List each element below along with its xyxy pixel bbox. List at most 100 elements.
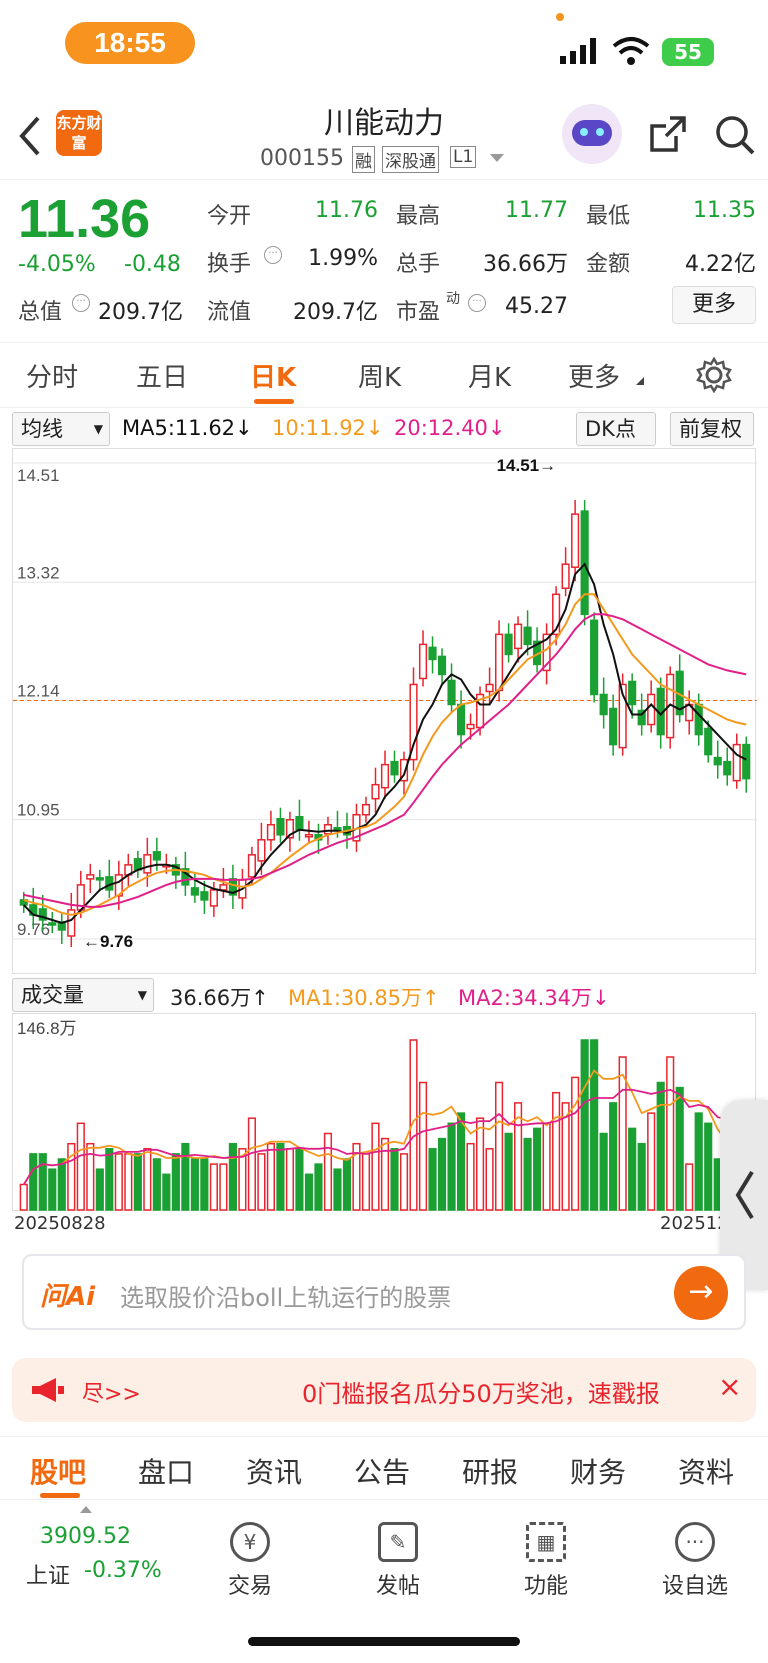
arrow-right-icon[interactable]: → bbox=[674, 1266, 728, 1320]
volume-bar bbox=[219, 1163, 228, 1211]
index-change[interactable]: -0.37% bbox=[84, 1558, 162, 1583]
adjust-button[interactable]: 前复权 bbox=[670, 412, 754, 446]
mktcap-label: 总值 bbox=[18, 300, 63, 325]
info-icon[interactable]: ··· bbox=[264, 246, 282, 264]
ma-legend-row: 均线 ▼ MA5:11.62↓ 10:11.92↓ 20:12.40↓ DK点 前… bbox=[0, 410, 768, 450]
kline-chart[interactable]: 14.51 13.32 12.14 10.95 9.76 14.51→ ←9.76 bbox=[12, 448, 757, 974]
dropdown-arrow-icon[interactable] bbox=[490, 154, 504, 162]
tab-profile[interactable]: 资料 bbox=[678, 1456, 735, 1489]
expand-up-icon[interactable] bbox=[80, 1506, 92, 1513]
volume-bar bbox=[361, 1153, 371, 1211]
more-button[interactable]: 更多 bbox=[672, 286, 756, 324]
volume-bar bbox=[675, 1086, 684, 1211]
nav-add-watchlist[interactable]: ··· 设自选 bbox=[650, 1522, 740, 1600]
promo-notice[interactable]: 尽>> 0门槛报名瓜分50万奖池，速戳报 × bbox=[12, 1358, 756, 1422]
indicator-select[interactable]: 均线 ▼ bbox=[12, 412, 110, 446]
notice-prefix: 尽>> bbox=[82, 1382, 141, 1407]
tab-finance[interactable]: 财务 bbox=[570, 1456, 627, 1489]
info-icon[interactable]: ··· bbox=[72, 294, 90, 312]
tab-research[interactable]: 研报 bbox=[462, 1456, 519, 1489]
index-label[interactable]: 上证 bbox=[26, 1564, 71, 1589]
index-value[interactable]: 3909.52 bbox=[40, 1524, 131, 1549]
volume-bar bbox=[67, 1142, 76, 1211]
dk-points-button[interactable]: DK点 bbox=[576, 412, 656, 446]
candle-body bbox=[95, 877, 104, 881]
candle-body bbox=[428, 646, 437, 661]
low-label: 最低 bbox=[586, 204, 631, 229]
volume-chart[interactable]: 146.8万 bbox=[12, 1013, 756, 1211]
pe-label: 市盈 bbox=[396, 300, 441, 325]
volume-bar bbox=[618, 1056, 627, 1211]
candle-body bbox=[590, 619, 599, 696]
tab-guba[interactable]: 股吧 bbox=[30, 1456, 87, 1489]
tab-more[interactable]: 更多 bbox=[568, 363, 621, 393]
candle-body bbox=[323, 824, 333, 835]
volume-bar bbox=[571, 1076, 580, 1211]
tab-five-day[interactable]: 五日 bbox=[136, 363, 189, 393]
volume-ma2: MA2:34.34万↓ bbox=[458, 986, 610, 1010]
ma5-line bbox=[23, 562, 747, 925]
volume-bar bbox=[133, 1153, 142, 1211]
volume-bar bbox=[685, 1163, 694, 1211]
nav-functions[interactable]: ▦ 功能 bbox=[506, 1522, 586, 1600]
volume-bar bbox=[19, 1183, 28, 1211]
tab-intraday[interactable]: 分时 bbox=[26, 363, 79, 393]
tab-monthly-k[interactable]: 月K bbox=[468, 363, 512, 393]
volume-bar bbox=[295, 1148, 304, 1211]
candle-body bbox=[618, 683, 627, 749]
candle-body bbox=[437, 655, 447, 676]
nav-post[interactable]: ✎ 发帖 bbox=[358, 1522, 438, 1600]
candle-body bbox=[637, 709, 646, 726]
volume-bar bbox=[48, 1168, 57, 1211]
candle-body bbox=[514, 623, 523, 650]
amount-value: 4.22亿 bbox=[685, 252, 756, 277]
ai-robot-avatar[interactable] bbox=[562, 104, 622, 164]
turnover-label: 换手 bbox=[207, 252, 252, 277]
volume-legend-row: 成交量 ▼ 36.66万↑ MA1:30.85万↑ MA2:34.34万↓ bbox=[12, 978, 756, 1012]
tab-weekly-k[interactable]: 周K bbox=[358, 363, 402, 393]
tab-news[interactable]: 资讯 bbox=[246, 1456, 303, 1489]
volume-bar bbox=[666, 1056, 675, 1211]
volume-bar bbox=[466, 1142, 475, 1211]
volume-bar bbox=[609, 1102, 618, 1211]
ai-search-box[interactable]: 问Ai 选取股价沿boll上轨运行的股票 → bbox=[22, 1254, 746, 1330]
settings-gear-icon[interactable] bbox=[696, 357, 732, 393]
volume-bar bbox=[171, 1153, 180, 1211]
volume-bar bbox=[456, 1112, 466, 1211]
cellular-signal-icon bbox=[560, 38, 596, 64]
volume-bar bbox=[333, 1168, 342, 1211]
volume-indicator-select[interactable]: 成交量 ▼ bbox=[12, 978, 154, 1012]
info-icon[interactable]: ··· bbox=[468, 294, 486, 312]
amount-label: 金额 bbox=[586, 252, 631, 277]
tab-daily-k[interactable]: 日K bbox=[250, 363, 297, 393]
candle-body bbox=[456, 703, 466, 736]
volume-bar bbox=[285, 1148, 295, 1211]
ai-search-placeholder: 选取股价沿boll上轨运行的股票 bbox=[120, 1284, 452, 1312]
back-icon[interactable] bbox=[18, 116, 42, 156]
nav-trade[interactable]: ¥ 交易 bbox=[210, 1522, 290, 1600]
tab-pankou[interactable]: 盘口 bbox=[138, 1456, 195, 1489]
volume-max-label: 146.8万 bbox=[17, 1019, 77, 1038]
candle-body bbox=[266, 824, 275, 841]
volume-bar bbox=[152, 1158, 161, 1211]
candle-body bbox=[371, 783, 380, 800]
volume-bar bbox=[352, 1142, 361, 1211]
chevron-left-icon bbox=[735, 1170, 754, 1220]
search-icon[interactable] bbox=[714, 114, 756, 156]
active-section-indicator bbox=[40, 1493, 80, 1498]
tab-announcements[interactable]: 公告 bbox=[354, 1456, 411, 1489]
candle-body bbox=[552, 593, 561, 636]
candle-body bbox=[190, 887, 199, 896]
candle-body bbox=[609, 707, 618, 746]
share-icon[interactable] bbox=[648, 114, 688, 154]
badge-margin: 融 bbox=[352, 146, 375, 173]
yen-icon: ¥ bbox=[230, 1522, 270, 1562]
eastmoney-logo: 东方财富 bbox=[56, 110, 102, 156]
ma20-value: 20:12.40↓ bbox=[394, 416, 506, 440]
y-tick-label: 13.32 bbox=[17, 563, 60, 582]
volume-bar bbox=[704, 1122, 713, 1211]
close-icon[interactable]: × bbox=[718, 1370, 742, 1403]
volume-bar bbox=[95, 1168, 104, 1211]
candle-body bbox=[304, 834, 314, 838]
ma5-value: MA5:11.62↓ bbox=[122, 416, 253, 440]
